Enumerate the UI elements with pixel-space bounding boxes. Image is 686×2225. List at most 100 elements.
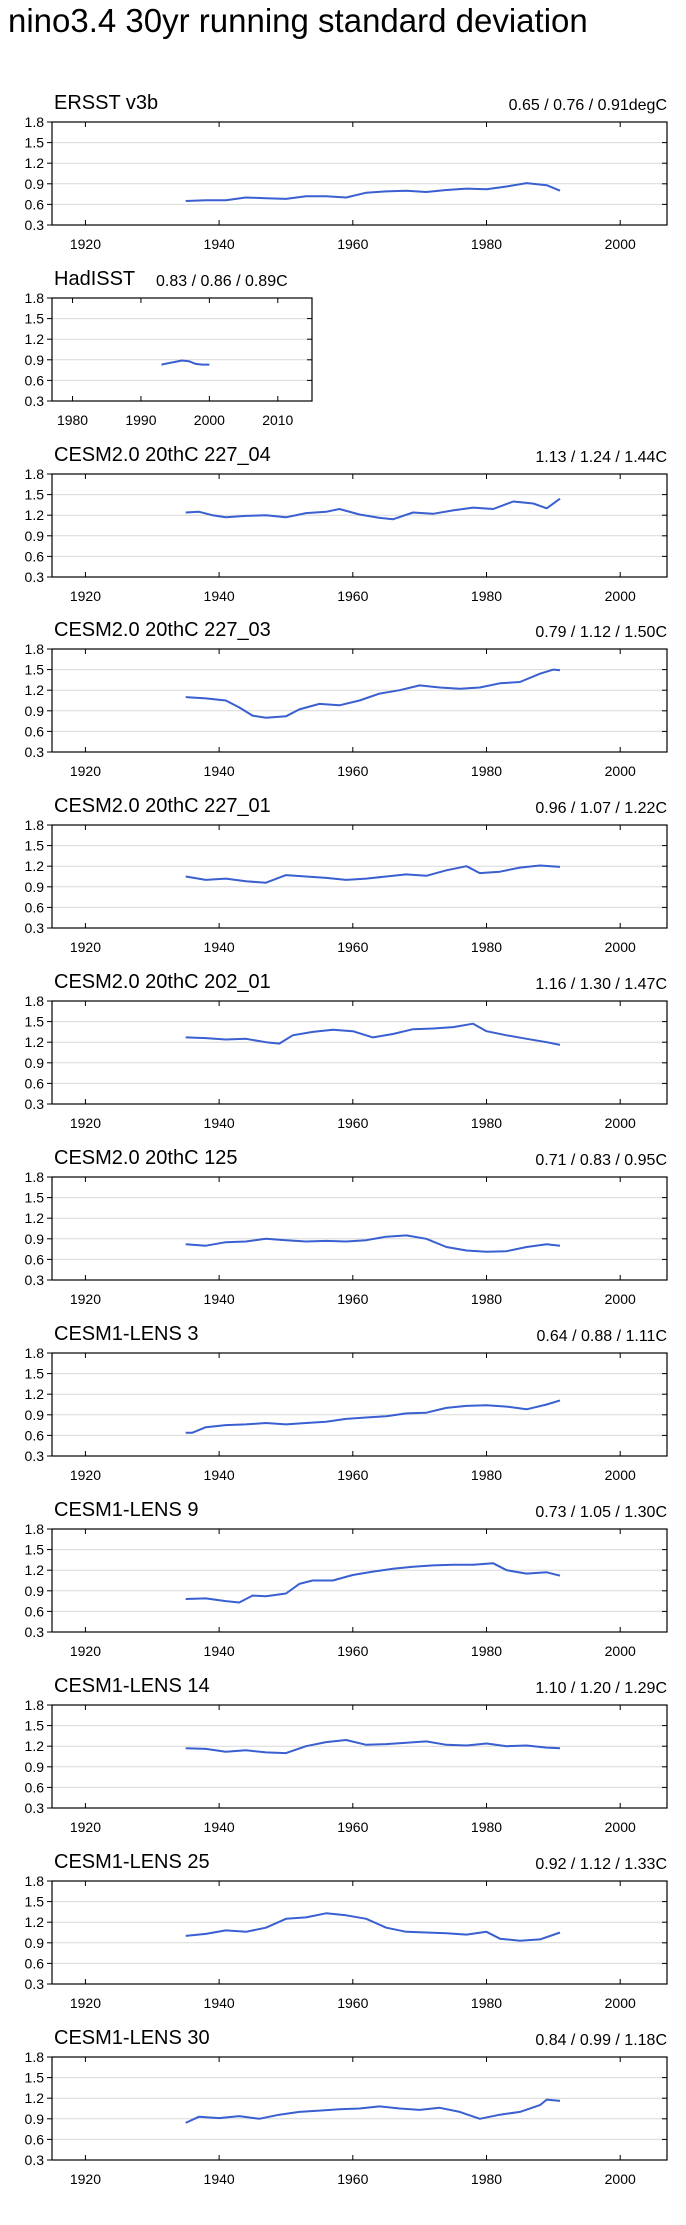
panel-10-ytick-label: 0.3 [25,1800,45,1816]
panel-10-ytick-label: 1.5 [25,1718,45,1734]
panel-10-stats: 1.10 / 1.20 / 1.29C [535,1680,667,1697]
panel-11-series-line [185,1912,561,1942]
panel-3-ytick-label: 1.5 [25,487,45,503]
panel-11-xtick-label: 1960 [337,1995,368,2011]
panel-3-ytick-label: 0.9 [25,528,45,544]
panel-1-ytick-label: 0.6 [25,196,45,212]
panel-3-xtick-label: 1980 [471,588,502,604]
panel-10-title: CESM1-LENS 14 [54,1675,210,1697]
panel-2-stats: 0.83 / 0.86 / 0.89C [156,273,288,290]
panel-5-ytick-label: 0.9 [25,879,45,895]
panel-4-series-line [185,668,561,719]
page-title: nino3.4 30yr running standard deviation [8,2,588,39]
panel-5-xtick-label: 1940 [204,939,235,955]
panel-7-xtick-label: 2000 [605,1291,636,1307]
panel-11-ytick-label: 1.2 [25,1914,45,1930]
panel-2-ytick-label: 1.5 [25,311,45,327]
panel-7-ytick-label: 1.5 [25,1190,45,1206]
panel-4-xtick-label: 1920 [70,763,101,779]
panel-12-xtick-label: 1920 [70,2171,101,2187]
panel-10-xtick-label: 1940 [204,1819,235,1835]
panel-4-ytick-label: 1.5 [25,662,45,678]
panel-10-xtick-label: 1960 [337,1819,368,1835]
panel-11-xtick-label: 1920 [70,1995,101,2011]
panel-8-frame [51,1352,668,1457]
panel-6-series-line [185,1022,561,1046]
panel-11-title: CESM1-LENS 25 [54,1851,210,1873]
panel-6-ytick-label: 0.9 [25,1055,45,1071]
panel-4-xtick-label: 1940 [204,763,235,779]
panel-4-frame [51,648,668,753]
panel-1-xtick-label: 1960 [337,236,368,252]
panel-8-plot: 0.3 0.6 0.9 1.2 1.5 1.8 1920 1940 1960 1980 2000 [25,1345,668,1483]
panel-5-ytick-label: 0.6 [25,899,45,915]
panel-6-title: CESM2.0 20thC 202_01 [54,971,271,993]
panel-12-ytick-label: 1.8 [25,2049,45,2065]
panel-1-xtick-label: 1940 [204,236,235,252]
panel-9-xtick-label: 1960 [337,1643,368,1659]
panel-1-title: ERSST v3b [54,92,159,114]
panel-1-stats: 0.65 / 0.76 / 0.91degC [508,97,667,114]
panel-4-ytick-label: 0.6 [25,723,45,739]
panel-4-ytick-label: 1.2 [25,682,45,698]
panel-10-xtick-label: 2000 [605,1819,636,1835]
panel-1-ytick-label: 1.5 [25,135,45,151]
panel-2-xtick-label: 1990 [125,412,156,428]
panel-12-xtick-label: 2000 [605,2171,636,2187]
panel-2-title: HadISST [54,268,136,290]
panel-9-ytick-label: 1.5 [25,1542,45,1558]
panel-11-ytick-label: 1.5 [25,1894,45,1910]
panel-12-title: CESM1-LENS 30 [54,2027,210,2049]
panel-9-ytick-label: 1.2 [25,1562,45,1578]
panel-12-plot: 0.3 0.6 0.9 1.2 1.5 1.8 1920 1940 1960 1980 2000 [25,2049,668,2187]
panel-3-plot: 0.3 0.6 0.9 1.2 1.5 1.8 1920 1940 1960 1980 2000 [25,466,668,604]
panel-1-xtick-label: 1980 [471,236,502,252]
panel-3-xtick-label: 1960 [337,588,368,604]
panel-3-ytick-label: 1.2 [25,507,45,523]
panel-3-xtick-label: 1920 [70,588,101,604]
panel-7-xtick-label: 1940 [204,1291,235,1307]
panel-4-title: CESM2.0 20thC 227_03 [54,619,271,641]
panel-9-series-line [185,1562,561,1604]
panel-10-ytick-label: 0.6 [25,1779,45,1795]
panel-8-ytick-label: 1.2 [25,1386,45,1402]
panel-5-xtick-label: 1980 [471,939,502,955]
panel-2-ytick-label: 0.9 [25,352,45,368]
panel-7-xtick-label: 1960 [337,1291,368,1307]
panel-12-xtick-label: 1960 [337,2171,368,2187]
panel-12-xtick-label: 1980 [471,2171,502,2187]
panel-6-xtick-label: 1980 [471,1115,502,1131]
panel-7-plot: 0.3 0.6 0.9 1.2 1.5 1.8 1920 1940 1960 1980 2000 [25,1169,668,1307]
panel-1-frame [51,121,668,226]
panel-8-xtick-label: 1920 [70,1467,101,1483]
panel-7-title: CESM2.0 20thC 125 [54,1147,238,1169]
panel-3-xtick-label: 2000 [605,588,636,604]
panel-7-ytick-label: 0.3 [25,1272,45,1288]
panel-11-ytick-label: 0.9 [25,1935,45,1951]
panel-12-ytick-label: 0.3 [25,2152,45,2168]
panel-2-xtick-label: 2000 [194,412,225,428]
panel-5-title: CESM2.0 20thC 227_01 [54,795,271,817]
panel-3-ytick-label: 0.3 [25,569,45,585]
panel-1-plot: 0.3 0.6 0.9 1.2 1.5 1.8 1920 1940 1960 1980 2000 [25,114,668,252]
panel-6-xtick-label: 1920 [70,1115,101,1131]
panel-9-xtick-label: 2000 [605,1643,636,1659]
panel-4-ytick-label: 0.9 [25,703,45,719]
panel-2-xtick-label: 1980 [57,412,88,428]
panel-9-frame [51,1528,668,1633]
panel-2-ytick-label: 0.3 [25,393,45,409]
panel-8-xtick-label: 2000 [605,1467,636,1483]
panel-4-xtick-label: 1980 [471,763,502,779]
panel-1-ytick-label: 0.3 [25,217,45,233]
panel-5-ytick-label: 1.2 [25,858,45,874]
panel-4-ytick-label: 1.8 [25,641,45,657]
panel-7-xtick-label: 1920 [70,1291,101,1307]
panel-8-ytick-label: 0.9 [25,1407,45,1423]
panel-4-ytick-label: 0.3 [25,744,45,760]
panel-12-ytick-label: 0.6 [25,2131,45,2147]
panel-3-frame [51,473,668,578]
panel-9-title: CESM1-LENS 9 [54,1499,199,1521]
panel-5-ytick-label: 1.5 [25,838,45,854]
panel-10-series-line [185,1739,561,1755]
panel-9-xtick-label: 1980 [471,1643,502,1659]
